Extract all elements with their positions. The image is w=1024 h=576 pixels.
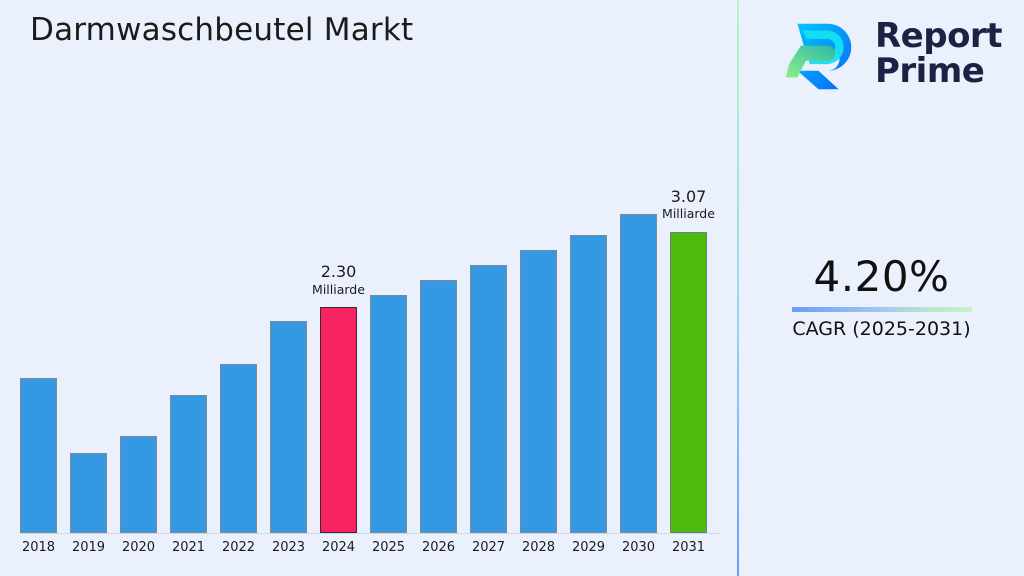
cagr-caption: CAGR (2025-2031) — [792, 318, 971, 340]
bar-2018[interactable] — [20, 377, 57, 533]
x-tick-2019: 2019 — [71, 540, 106, 555]
x-tick-2026: 2026 — [421, 540, 456, 555]
bar-label-unit: Milliarde — [662, 206, 715, 222]
x-tick-2020: 2020 — [121, 540, 156, 555]
bar-label-value: 2.30 — [320, 262, 357, 282]
cagr-value: 4.20% — [813, 252, 950, 301]
x-tick-2018: 2018 — [21, 540, 56, 555]
bar-2021[interactable] — [170, 394, 207, 533]
bar-label-unit: Milliarde — [312, 281, 365, 297]
bar-2022[interactable] — [220, 364, 257, 533]
x-tick-2022: 2022 — [221, 540, 256, 555]
cagr-divider-rule — [791, 307, 972, 312]
page-title: Darmwaschbeutel Markt — [30, 12, 414, 48]
bar-2020[interactable] — [120, 435, 157, 533]
x-axis-line — [20, 533, 720, 534]
brand-logo: Report Prime — [779, 12, 1002, 96]
bar-label-2031: 3.07 Milliarde — [629, 186, 749, 222]
x-tick-2027: 2027 — [471, 540, 506, 555]
x-tick-2023: 2023 — [271, 540, 306, 555]
brand-name-line-2: Prime — [875, 51, 985, 91]
x-tick-2021: 2021 — [171, 540, 206, 555]
bar-chart-plot-area: 2018 2019 2020 2021 2022 2023 2.30 Milliarde 202… — [20, 188, 720, 555]
bar-2026[interactable] — [420, 279, 457, 533]
bar-2029[interactable] — [570, 235, 607, 533]
x-tick-2029: 2029 — [571, 540, 606, 555]
panel-divider — [737, 0, 739, 576]
bar-2027[interactable] — [470, 264, 507, 533]
cagr-block: 4.20% CAGR (2025-2031) — [739, 252, 1024, 340]
bar-2023[interactable] — [270, 320, 307, 533]
brand-wordmark: Report Prime — [875, 15, 1002, 91]
chart-panel: Darmwaschbeutel Markt 2018 2019 2020 2021 20… — [20, 12, 720, 555]
x-tick-2025: 2025 — [371, 540, 406, 555]
info-panel: Report Prime 4.20% CAGR (2025-2031) — [739, 0, 1024, 576]
x-tick-2024: 2024 — [321, 540, 356, 555]
bar-2028[interactable] — [520, 250, 557, 533]
bar-2030[interactable] — [620, 213, 657, 533]
bar-2031[interactable] — [670, 231, 707, 533]
bar-label-2024: 2.30 Milliarde — [279, 262, 399, 297]
bar-2024[interactable] — [320, 307, 357, 533]
x-tick-2028: 2028 — [521, 540, 556, 555]
x-tick-2030: 2030 — [621, 540, 656, 555]
report-prime-logo-icon — [779, 12, 863, 96]
bar-label-value: 3.07 — [670, 186, 707, 206]
brand-name-line-1: Report — [875, 15, 1002, 56]
bar-2025[interactable] — [370, 295, 407, 533]
x-tick-2031: 2031 — [671, 540, 706, 555]
bar-2019[interactable] — [70, 453, 107, 533]
